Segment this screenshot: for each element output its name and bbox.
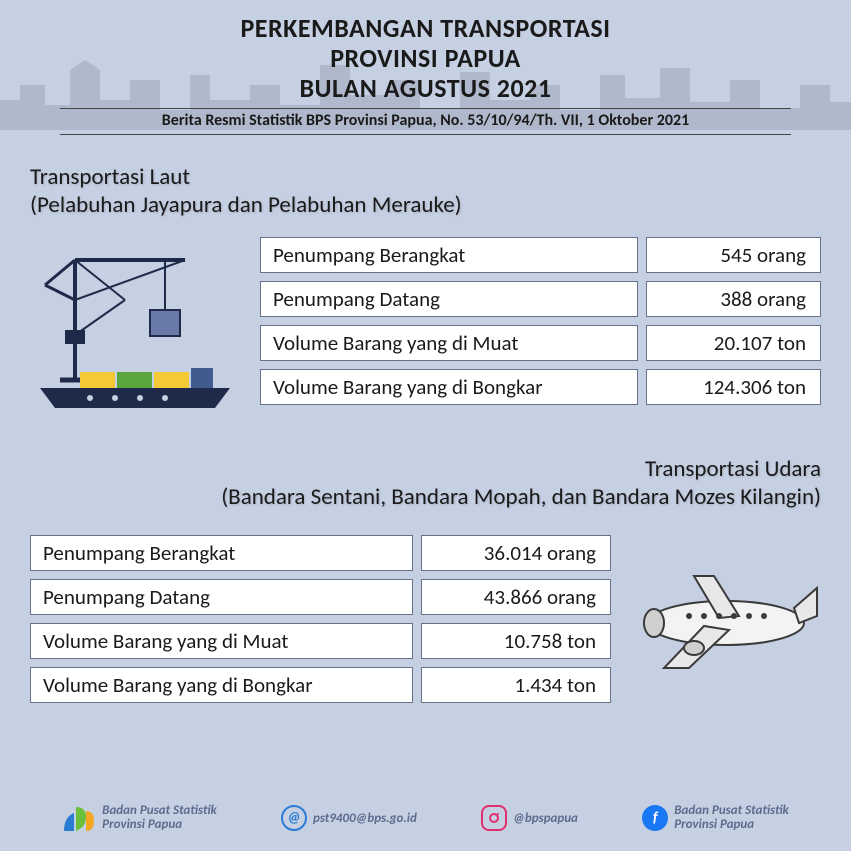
sea-table: Penumpang Berangkat 545 orang Penumpang … [260,237,821,413]
table-row: Penumpang Berangkat 36.014 orang [30,535,611,571]
table-row: Penumpang Datang 388 orang [260,281,821,317]
row-value: 388 orang [646,281,821,317]
instagram-icon [481,805,507,831]
table-row: Volume Barang yang di Muat 10.758 ton [30,623,611,659]
sea-title: Transportasi Laut [30,163,821,191]
air-content-row: Penumpang Berangkat 36.014 orang Penumpa… [30,535,821,711]
footer-instagram-text: @bpspapua [513,811,578,826]
title-line-2: PROVINSI PAPUA [330,42,521,74]
sea-subtitle: (Pelabuhan Jayapura dan Pelabuhan Merauk… [30,191,821,219]
divider-bottom [60,134,791,135]
footer-fb-line1: Badan Pusat Statistik [674,804,789,818]
table-row: Volume Barang yang di Bongkar 1.434 ton [30,667,611,703]
footer-org: Badan Pusat Statistik Provinsi Papua [62,803,217,833]
row-value: 1.434 ton [421,667,611,703]
air-table: Penumpang Berangkat 36.014 orang Penumpa… [30,535,611,711]
header-subtitle: Berita Resmi Statistik BPS Provinsi Papu… [0,111,851,130]
table-row: Penumpang Berangkat 545 orang [260,237,821,273]
row-value: 545 orang [646,237,821,273]
facebook-icon: f [642,805,668,831]
table-row: Penumpang Datang 43.866 orang [30,579,611,615]
footer-fb-line2: Provinsi Papua [674,818,789,832]
air-subtitle: (Bandara Sentani, Bandara Mopah, dan Ban… [30,483,821,511]
divider-top [60,108,791,109]
airplane-icon [631,568,821,678]
row-label: Penumpang Berangkat [30,535,413,571]
footer-org-line1: Badan Pusat Statistik [102,804,217,818]
sea-content-row: Penumpang Berangkat 545 orang Penumpang … [30,237,821,413]
main-title: PERKEMBANGAN TRANSPORTASI PROVINSI PAPUA… [0,14,851,104]
port-crane-ship-icon [30,240,240,410]
header: PERKEMBANGAN TRANSPORTASI PROVINSI PAPUA… [0,0,851,135]
row-value: 10.758 ton [421,623,611,659]
row-label: Penumpang Datang [260,281,638,317]
row-label: Volume Barang yang di Muat [260,325,638,361]
row-label: Penumpang Datang [30,579,413,615]
bps-logo-icon [62,803,96,833]
sea-section: Transportasi Laut (Pelabuhan Jayapura da… [0,163,851,413]
table-row: Volume Barang yang di Muat 20.107 ton [260,325,821,361]
row-label: Penumpang Berangkat [260,237,638,273]
title-line-1: PERKEMBANGAN TRANSPORTASI [240,12,610,44]
air-section: Transportasi Udara (Bandara Sentani, Ban… [0,455,851,711]
row-value: 20.107 ton [646,325,821,361]
air-title: Transportasi Udara [30,455,821,483]
row-value: 124.306 ton [646,369,821,405]
footer-facebook: f Badan Pusat Statistik Provinsi Papua [642,804,789,833]
table-row: Volume Barang yang di Bongkar 124.306 to… [260,369,821,405]
row-value: 43.866 orang [421,579,611,615]
footer-instagram: @bpspapua [481,805,578,831]
row-value: 36.014 orang [421,535,611,571]
row-label: Volume Barang yang di Muat [30,623,413,659]
row-label: Volume Barang yang di Bongkar [30,667,413,703]
row-label: Volume Barang yang di Bongkar [260,369,638,405]
footer-email-text: pst9400@bps.go.id [313,811,417,826]
footer-email: @ pst9400@bps.go.id [281,805,417,831]
footer: Badan Pusat Statistik Provinsi Papua @ p… [0,803,851,833]
title-line-3: BULAN AGUSTUS 2021 [299,72,551,104]
email-icon: @ [281,805,307,831]
footer-org-line2: Provinsi Papua [102,818,217,832]
